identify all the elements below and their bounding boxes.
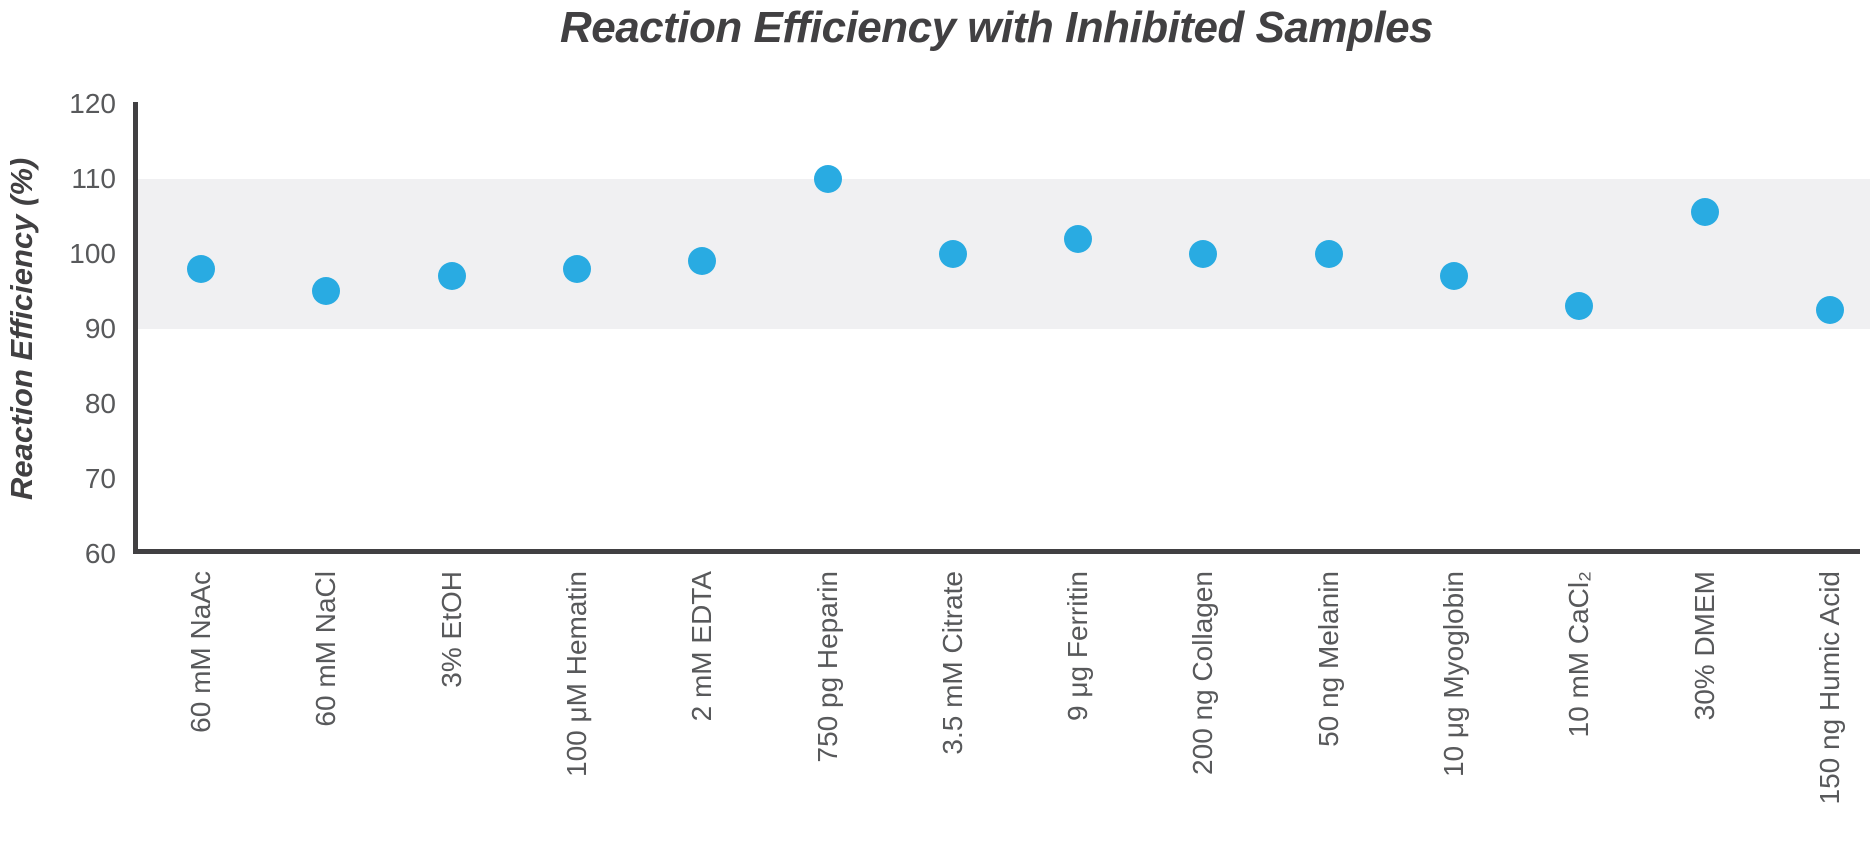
- data-point: [562, 254, 591, 283]
- data-point: [1064, 224, 1093, 253]
- data-point: [437, 262, 466, 290]
- x-tick-label: 2 mM EDTA: [686, 571, 718, 722]
- x-tick-label: 150 ng Humic Acid: [1813, 571, 1845, 805]
- chart-title: Reaction Efficiency with Inhibited Sampl…: [559, 3, 1434, 52]
- data-point: [1440, 262, 1468, 290]
- data-point: [1815, 295, 1844, 324]
- data-point: [688, 247, 717, 275]
- y-tick-label: 110: [71, 162, 116, 194]
- x-tick-label: 10 mM CaCl₂: [1563, 571, 1595, 738]
- y-tick-label: 80: [84, 387, 116, 419]
- x-tick-label: 9 μg Ferritin: [1062, 571, 1094, 721]
- data-point: [813, 164, 842, 193]
- x-axis-line: [133, 549, 1860, 554]
- data-point: [187, 254, 215, 283]
- x-tick-label: 200 ng Collagen: [1187, 571, 1219, 775]
- y-tick-label: 70: [84, 462, 116, 494]
- y-tick-label: 100: [69, 237, 116, 269]
- x-tick-label: 3% EtOH: [435, 571, 467, 688]
- data-point: [1565, 292, 1594, 320]
- x-tick-label: 50 ng Melanin: [1312, 571, 1344, 747]
- reference-band: [138, 178, 1870, 329]
- y-tick-label: 60: [84, 537, 116, 569]
- x-tick-label: 30% DMEM: [1688, 571, 1720, 721]
- y-tick-label: 120: [69, 87, 116, 119]
- x-tick-label: 60 mM NaAc: [185, 571, 216, 733]
- data-point: [1690, 198, 1719, 227]
- x-tick-label: 10 μg Myoglobin: [1438, 571, 1469, 778]
- y-axis-line: [133, 102, 138, 554]
- y-tick-label: 90: [84, 312, 116, 344]
- data-point: [938, 239, 967, 268]
- x-tick-label: 100 μM Hematin: [560, 571, 592, 777]
- data-point: [312, 277, 341, 305]
- x-tick-label: 750 pg Heparin: [811, 571, 843, 763]
- data-point: [1189, 239, 1218, 268]
- x-tick-label: 60 mM NaCl: [310, 571, 342, 727]
- x-tick-label: 3.5 mM Citrate: [936, 571, 968, 755]
- data-point: [1314, 239, 1343, 268]
